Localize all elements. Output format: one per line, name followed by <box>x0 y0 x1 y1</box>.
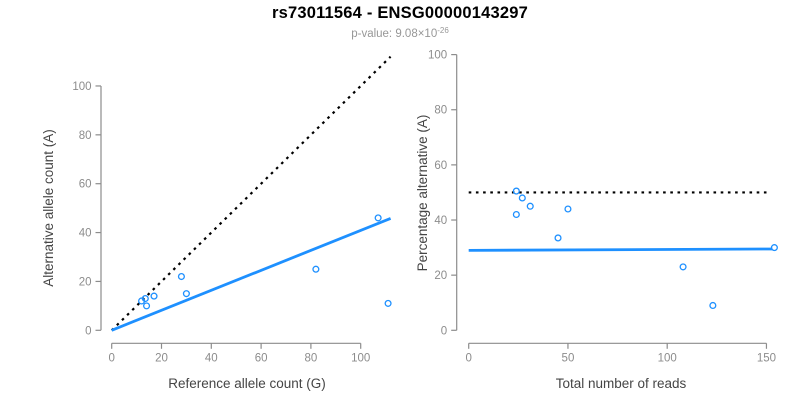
y-tick-label: 60 <box>434 160 447 172</box>
y-tick-label: 80 <box>434 105 447 117</box>
fit-line <box>111 217 392 332</box>
x-tick-label: 0 <box>108 352 114 364</box>
x-tick-label: 0 <box>465 352 471 364</box>
data-point <box>554 234 562 242</box>
p-value-exponent: -26 <box>437 26 449 35</box>
y-tick-label: 80 <box>79 130 92 142</box>
x-tick-label: 60 <box>255 352 268 364</box>
right-scatter-panel: 0 20 40 60 80 100 0 50 100 150 Total number of rea… <box>415 50 778 391</box>
y-tick-label: 40 <box>79 228 92 240</box>
left-scatter-panel: 0 20 40 60 80 100 0 20 40 60 80 100 Reference allele… <box>41 55 392 391</box>
fit-line <box>468 247 773 252</box>
data-point <box>182 290 190 298</box>
data-point <box>770 244 778 252</box>
y-tick-label: 0 <box>441 325 447 337</box>
y-tick-label: 100 <box>72 81 91 93</box>
data-point <box>709 301 717 310</box>
y-tick-label: 20 <box>434 270 447 282</box>
data-point <box>141 294 149 303</box>
p-value-subtitle: p-value: 9.08×10-26 <box>0 26 800 40</box>
y-tick-label: 40 <box>434 215 447 227</box>
x-axis-label: Total number of reads <box>556 376 687 391</box>
data-point <box>526 202 534 210</box>
y-axis-label: Alternative allele count (A) <box>41 129 56 287</box>
data-point <box>512 210 520 219</box>
x-tick-label: 40 <box>205 352 218 364</box>
x-tick-label: 150 <box>757 352 776 364</box>
y-tick-label: 100 <box>428 50 447 62</box>
identity-line <box>110 55 392 332</box>
data-point <box>177 272 185 281</box>
data-point <box>143 302 151 310</box>
x-tick-label: 50 <box>562 352 575 364</box>
x-tick-label: 100 <box>351 352 370 364</box>
y-tick-label: 0 <box>85 325 91 337</box>
data-point <box>679 263 687 271</box>
data-point <box>564 205 572 213</box>
p-value-text: p-value: 9.08×10 <box>351 28 438 40</box>
y-tick-label: 20 <box>79 276 92 288</box>
data-point <box>150 292 158 300</box>
data-point <box>374 214 382 222</box>
x-tick-label: 20 <box>155 352 168 364</box>
data-point <box>518 194 526 202</box>
data-point <box>512 187 520 195</box>
data-point <box>312 265 320 273</box>
data-point <box>384 299 392 307</box>
x-axis-label: Reference allele count (G) <box>168 376 326 391</box>
y-tick-label: 60 <box>79 179 92 191</box>
page-title: rs73011564 - ENSG00000143297 <box>271 4 529 22</box>
x-tick-label: 80 <box>305 352 318 364</box>
x-tick-label: 100 <box>658 352 677 364</box>
y-axis-label: Percentage alternative (A) <box>415 115 430 272</box>
